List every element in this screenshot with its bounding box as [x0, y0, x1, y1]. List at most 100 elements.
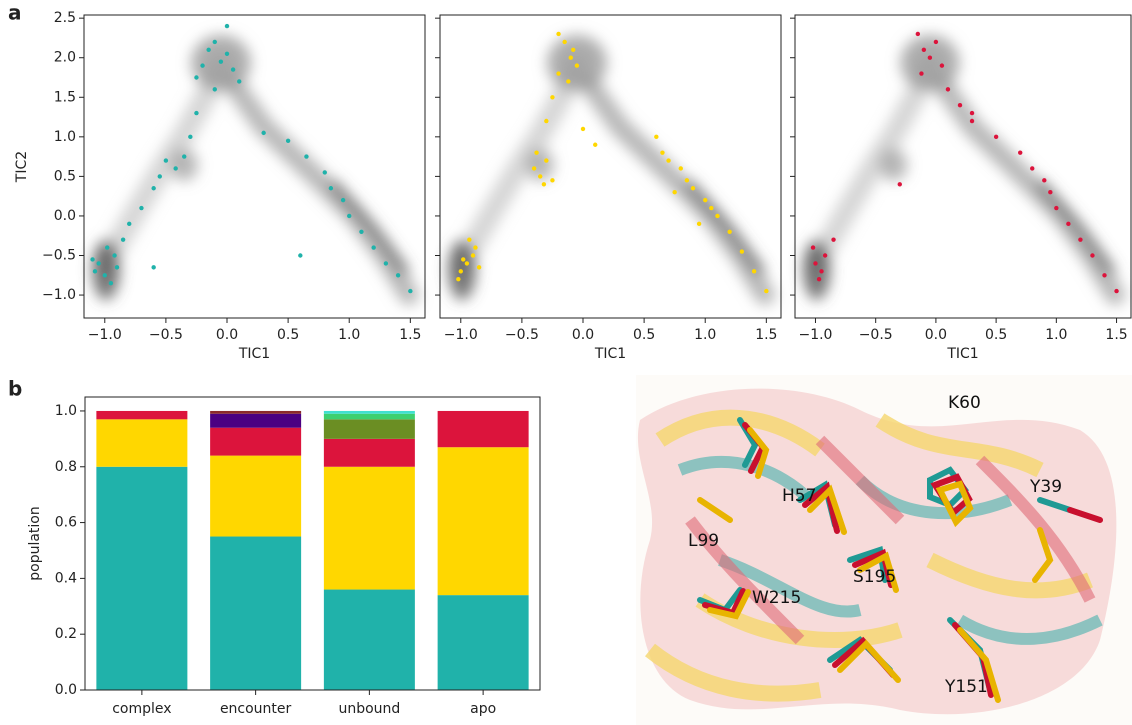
- bar-segment: [210, 428, 301, 456]
- point: [550, 178, 554, 182]
- bar-segment: [210, 537, 301, 690]
- point: [1102, 273, 1106, 277]
- point: [139, 206, 143, 210]
- point: [1078, 237, 1082, 241]
- x-tick-label: 1.5: [755, 327, 777, 343]
- point: [473, 245, 477, 249]
- point: [1048, 190, 1052, 194]
- point: [225, 24, 229, 28]
- panel-label: a: [8, 1, 22, 25]
- point: [666, 158, 670, 162]
- bar-segment: [210, 414, 301, 428]
- point: [819, 269, 823, 273]
- axes-frame: [84, 15, 425, 318]
- x-tick-label: −0.5: [149, 327, 183, 343]
- point: [679, 166, 683, 170]
- point: [994, 135, 998, 139]
- point: [919, 71, 923, 75]
- x-axis-label: TIC1: [238, 346, 270, 362]
- x-tick-label: 0.0: [572, 327, 594, 343]
- point: [341, 198, 345, 202]
- bar-segment: [324, 419, 415, 439]
- bar-segment: [96, 467, 187, 690]
- bar-segment: [210, 456, 301, 537]
- x-tick-label: −1.0: [798, 327, 832, 343]
- point: [916, 32, 920, 36]
- y-tick-label: 0.5: [54, 168, 76, 184]
- point: [544, 158, 548, 162]
- point: [384, 261, 388, 265]
- x-tick-label: unbound: [338, 701, 400, 717]
- point: [823, 253, 827, 257]
- point: [752, 269, 756, 273]
- x-tick-label: encounter: [220, 701, 292, 717]
- point: [550, 95, 554, 99]
- point: [465, 261, 469, 265]
- x-axis-label: TIC1: [946, 346, 978, 362]
- point: [329, 186, 333, 190]
- bar-segment: [324, 590, 415, 690]
- bar-segment: [324, 414, 415, 420]
- point: [359, 230, 363, 234]
- bar-segment: [96, 411, 187, 419]
- point: [188, 135, 192, 139]
- bar-segment: [324, 467, 415, 590]
- point: [1018, 150, 1022, 154]
- point: [194, 75, 198, 79]
- point: [286, 139, 290, 143]
- point: [112, 253, 116, 257]
- point: [96, 261, 100, 265]
- point: [467, 237, 471, 241]
- x-tick-label: −1.0: [444, 327, 478, 343]
- residue-label: H57: [782, 486, 816, 506]
- point: [569, 56, 573, 60]
- point: [764, 289, 768, 293]
- point: [396, 273, 400, 277]
- point: [1066, 222, 1070, 226]
- point: [709, 206, 713, 210]
- point: [237, 79, 241, 83]
- point: [459, 269, 463, 273]
- point: [691, 186, 695, 190]
- point: [231, 67, 235, 71]
- point: [672, 190, 676, 194]
- point: [304, 154, 308, 158]
- point: [970, 111, 974, 115]
- y-tick-label: 0.0: [55, 682, 77, 698]
- point: [654, 135, 658, 139]
- point: [958, 103, 962, 107]
- point: [200, 63, 204, 67]
- point: [831, 237, 835, 241]
- point: [213, 87, 217, 91]
- bar-segment: [210, 411, 301, 414]
- y-tick-label: 1.0: [55, 403, 77, 419]
- bar-segment: [438, 447, 529, 595]
- point: [90, 257, 94, 261]
- point: [213, 40, 217, 44]
- y-tick-label: 0.8: [55, 459, 77, 475]
- bar-segment: [438, 595, 529, 690]
- point: [471, 253, 475, 257]
- point: [970, 119, 974, 123]
- residue-label: S195: [853, 567, 896, 587]
- point: [928, 56, 932, 60]
- point: [697, 222, 701, 226]
- y-tick-label: 0.4: [55, 570, 77, 586]
- x-tick-label: 1.0: [1045, 327, 1067, 343]
- point: [817, 277, 821, 281]
- point: [946, 87, 950, 91]
- x-tick-label: 0.0: [925, 327, 947, 343]
- point: [1030, 166, 1034, 170]
- point: [538, 174, 542, 178]
- residue-label: K60: [948, 393, 981, 413]
- point: [593, 143, 597, 147]
- y-tick-label: 1.5: [54, 89, 76, 105]
- y-axis-label: population: [27, 506, 43, 581]
- point: [461, 257, 465, 261]
- point: [298, 253, 302, 257]
- point: [575, 63, 579, 67]
- x-tick-label: −0.5: [505, 327, 539, 343]
- y-tick-label: 0.2: [55, 626, 77, 642]
- x-tick-label: −1.0: [88, 327, 122, 343]
- point: [115, 265, 119, 269]
